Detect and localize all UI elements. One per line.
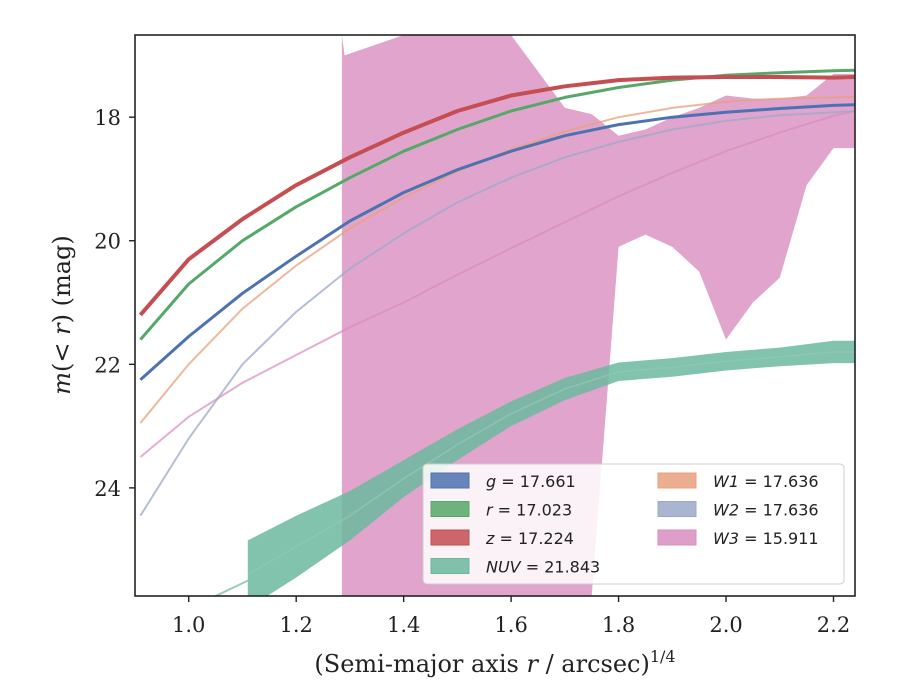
x-axis-label: (Semi-major axis r / arcsec)1/4 [314,647,675,678]
plot-frame [134,34,856,597]
legend-swatch [657,529,697,546]
y-tick-label: 22 [94,353,121,377]
legend-label: z = 17.224 [485,529,574,548]
legend-swatch [430,558,470,574]
x-tick-label: 1.0 [172,613,205,637]
legend-box [422,463,845,585]
series-w1-line [139,95,855,424]
legend-item-w1: W1 = 17.636 [657,472,819,491]
series-g-line [139,103,855,381]
series-nuv-line [247,351,855,576]
legend-label: g = 17.661 [486,472,576,491]
legend-item-w2: W2 = 17.636 [657,501,819,520]
series-r-line [139,68,855,341]
legend-item-nuv: NUV = 21.843 [430,558,600,577]
legend: g = 17.661 r = 17.023 z = 17.224 NUV = 21.8… [422,463,845,585]
legend-label: W2 = 17.636 [713,501,819,520]
legend-swatch [430,529,470,546]
y-axis: 18 20 22 24 [94,106,135,501]
x-axis: 1.0 1.2 1.4 1.6 1.8 2.0 2.2 [172,596,850,637]
plot-area [138,35,855,596]
x-tick-label: 2.2 [817,613,850,637]
legend-item-g: g = 17.661 [430,472,576,491]
x-tick-label: 1.2 [279,613,312,637]
legend-swatch [657,501,697,517]
legend-item-z: z = 17.224 [430,529,574,548]
legend-swatch [430,472,470,489]
y-axis-label: m(< r) (mag) [48,235,76,395]
legend-swatch [657,472,697,489]
series-nuv-extrapolation [213,579,249,596]
y-tick-label: 24 [94,477,121,501]
legend-label: NUV = 21.843 [486,558,600,577]
series-z-line [138,75,855,317]
legend-label: r = 17.023 [486,501,572,520]
legend-item-w3: W3 = 15.911 [657,529,819,548]
x-tick-label: 2.0 [709,613,742,637]
x-tick-label: 1.4 [387,613,420,637]
x-tick-label: 1.6 [494,613,527,637]
legend-label: W1 = 17.636 [713,472,819,491]
y-tick-label: 18 [94,106,121,130]
x-tick-label: 1.8 [602,613,635,637]
series-nuv-band [247,340,855,596]
y-tick-label: 20 [94,230,121,254]
legend-item-r: r = 17.023 [430,501,572,520]
legend-swatch [430,501,470,517]
series-w3-band [341,35,855,596]
legend-label: W3 = 15.911 [713,529,819,548]
series-w3-line [139,110,855,458]
series-w2-line [139,110,855,517]
